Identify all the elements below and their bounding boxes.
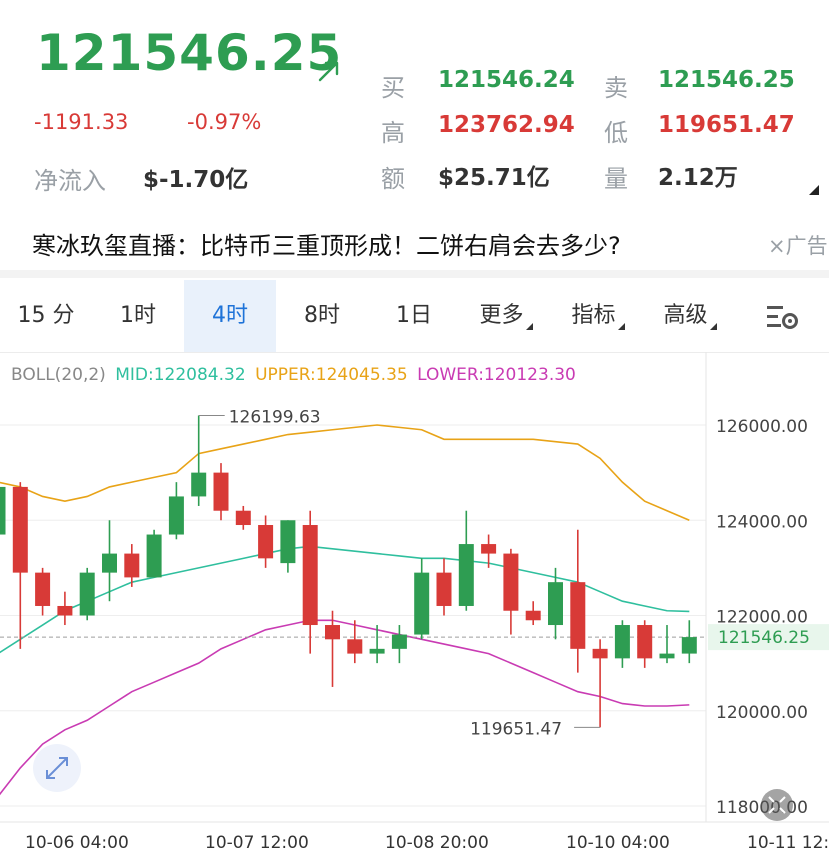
x-tick-label: 10-11 12: <box>747 833 829 849</box>
candle-body <box>302 525 318 626</box>
arrow-up-right-icon <box>318 61 339 82</box>
timeframe-tabs: 15 分 1时 4时 8时 1日 更多 指标 高级 <box>0 280 829 353</box>
volume-label: 量 <box>604 165 628 193</box>
x-tick-label: 10-07 12:00 <box>205 833 309 849</box>
buy-label: 买 <box>381 74 405 102</box>
x-tick-label: 10-06 04:00 <box>25 833 129 849</box>
sell-value: 121546.25 <box>658 67 795 93</box>
candle-body <box>414 572 430 635</box>
dropdown-corner-icon <box>525 323 533 330</box>
tab-8h[interactable]: 8时 <box>304 303 340 328</box>
high-value: 123762.94 <box>438 112 575 138</box>
candle-body <box>592 648 608 659</box>
high-label: 高 <box>381 119 405 147</box>
netflow-label: 净流入 <box>34 167 106 195</box>
candle-body <box>637 625 653 659</box>
divider <box>0 270 829 278</box>
tab-1d[interactable]: 1日 <box>396 303 432 328</box>
tab-4h[interactable]: 4时 <box>184 280 276 352</box>
buy-value: 121546.24 <box>438 67 575 93</box>
candle-body <box>503 553 519 611</box>
candle-body <box>391 634 407 649</box>
candle-body <box>168 496 184 535</box>
candle-body <box>102 553 117 573</box>
dropdown-corner-icon <box>709 323 717 330</box>
candle-body <box>347 639 363 654</box>
y-tick-label: 124000.00 <box>716 512 808 532</box>
candle-body <box>280 520 296 564</box>
expand-corner-icon[interactable] <box>809 185 819 195</box>
collapse-icon[interactable] <box>761 789 793 821</box>
low-value: 119651.47 <box>658 112 795 138</box>
candle-body <box>436 572 452 606</box>
tab-indicators[interactable]: 指标 <box>552 280 644 352</box>
tab-15m[interactable]: 15 分 <box>17 303 75 328</box>
candlestick-chart[interactable]: 126000.00124000.00122000.00120000.001180… <box>0 352 829 849</box>
y-tick-label: 120000.00 <box>716 703 808 723</box>
candle-body <box>35 572 51 606</box>
boll-mid-line <box>0 545 690 654</box>
expand-icon[interactable] <box>33 744 81 792</box>
candle-body <box>0 486 6 535</box>
candle-body <box>57 605 73 616</box>
current-price-tag <box>708 624 829 651</box>
y-tick-label: 126000.00 <box>716 417 808 437</box>
boll-upper-line <box>0 424 690 521</box>
sell-label: 卖 <box>604 74 628 102</box>
price-change: -1191.33 <box>34 110 129 134</box>
candle-body <box>146 534 162 578</box>
chart-settings-icon[interactable] <box>764 302 800 332</box>
current-price-label: 121546.25 <box>718 628 810 648</box>
volume-value: 2.12万 <box>658 165 738 191</box>
ad-banner-text[interactable]: 寒冰玖玺直播：比特币三重顶形成！二饼右肩会去多少? <box>32 232 621 260</box>
dropdown-corner-icon <box>617 323 625 330</box>
amount-label: 额 <box>381 165 405 193</box>
candle-body <box>525 610 541 621</box>
candle-body <box>258 525 274 559</box>
indicator-legend: BOLL(20,2) MID:122084.32 UPPER:124045.35… <box>11 365 580 385</box>
candle-body <box>369 648 385 654</box>
candle-body <box>191 472 207 497</box>
boll-lower-line <box>0 619 690 796</box>
indicator-mid: MID:122084.32 <box>115 365 246 385</box>
candle-body <box>614 625 630 659</box>
candle-body <box>458 544 474 606</box>
candle-body <box>12 486 28 573</box>
netflow-value: $-1.70亿 <box>143 167 249 193</box>
candle-body <box>213 472 229 511</box>
candle-body <box>481 544 497 554</box>
last-price: 121546.25 <box>36 24 343 82</box>
x-tick-label: 10-08 20:00 <box>385 833 489 849</box>
indicator-name: BOLL(20,2) <box>11 365 106 385</box>
y-tick-label: 122000.00 <box>716 608 808 628</box>
candle-body <box>659 653 675 659</box>
min-price-label: 119651.47 <box>470 719 562 739</box>
max-price-label: 126199.63 <box>229 407 321 427</box>
candle-body <box>235 510 251 526</box>
x-tick-label: 10-10 04:00 <box>566 833 670 849</box>
candle-body <box>325 625 340 640</box>
candle-body <box>548 582 563 626</box>
candle-body <box>79 572 95 616</box>
low-label: 低 <box>604 119 628 147</box>
tab-1h[interactable]: 1时 <box>120 303 156 328</box>
tab-advanced[interactable]: 高级 <box>644 280 736 352</box>
tab-more[interactable]: 更多 <box>460 280 552 352</box>
indicator-upper: UPPER:124045.35 <box>255 365 408 385</box>
price-change-percent: -0.97% <box>187 110 262 134</box>
indicator-lower: LOWER:120123.30 <box>417 365 576 385</box>
ad-close-button[interactable]: ×广告 <box>768 234 828 258</box>
amount-value: $25.71亿 <box>438 165 550 191</box>
candle-body <box>681 637 697 654</box>
candle-body <box>124 553 140 578</box>
candle-body <box>570 582 586 649</box>
